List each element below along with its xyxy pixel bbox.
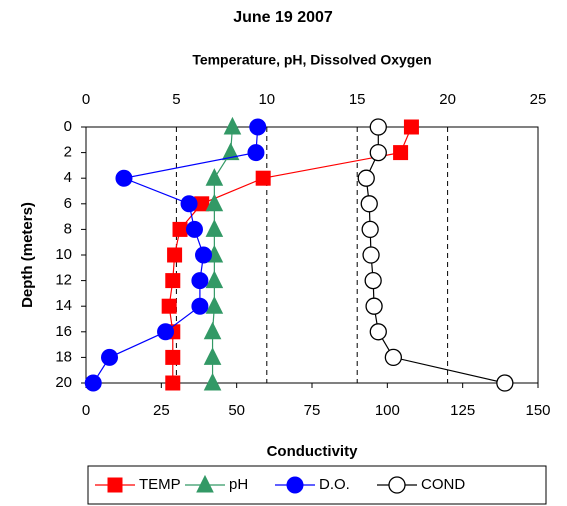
data-point xyxy=(369,118,387,136)
y-tick-label: 16 xyxy=(55,323,72,340)
x-tick-label: 10 xyxy=(258,91,275,108)
data-point xyxy=(255,170,271,186)
x2-axis-title: Conductivity xyxy=(267,443,358,460)
data-point xyxy=(195,246,213,264)
chart-title: June 19 2007 xyxy=(233,9,333,26)
data-point xyxy=(172,221,188,237)
data-point xyxy=(357,169,375,187)
y-tick-label: 6 xyxy=(64,195,72,212)
data-point xyxy=(203,372,222,391)
data-point xyxy=(165,349,181,365)
data-point xyxy=(167,247,183,263)
legend-label: TEMP xyxy=(139,476,181,493)
y-tick-label: 8 xyxy=(64,220,72,237)
data-point xyxy=(165,375,181,391)
y-tick-label: 10 xyxy=(55,246,72,263)
legend-label: D.O. xyxy=(319,476,350,493)
legend-marker xyxy=(196,474,214,493)
y-axis-title: Depth (meters) xyxy=(19,202,36,308)
data-point xyxy=(205,296,224,314)
x2-tick-label: 75 xyxy=(304,402,321,419)
x-axis-title: Temperature, pH, Dissolved Oxygen xyxy=(192,52,431,68)
y-tick-label: 2 xyxy=(64,144,72,161)
data-point xyxy=(221,142,240,161)
data-point xyxy=(249,118,267,136)
plot-frame xyxy=(85,126,539,384)
x2-tick-label: 125 xyxy=(450,402,475,419)
x2-tick-label: 0 xyxy=(82,402,90,419)
data-point xyxy=(364,271,382,290)
x-tick-label: 5 xyxy=(172,91,180,108)
x2-tick-label: 50 xyxy=(228,402,245,419)
data-point xyxy=(393,145,409,161)
data-point xyxy=(101,348,119,366)
y-tick-label: 4 xyxy=(64,169,72,186)
data-point xyxy=(365,297,383,315)
data-point xyxy=(205,168,224,186)
data-point xyxy=(360,195,378,213)
data-point xyxy=(191,297,209,315)
legend-marker xyxy=(107,477,123,493)
x2-tick-label: 25 xyxy=(153,402,170,419)
legend-marker xyxy=(286,476,304,494)
data-point xyxy=(223,116,242,135)
legend-marker xyxy=(388,476,406,494)
data-point xyxy=(362,246,380,264)
data-point xyxy=(157,323,175,341)
data-point xyxy=(185,220,203,238)
x-tick-label: 15 xyxy=(349,91,366,108)
x-tick-label: 20 xyxy=(439,91,456,108)
legend-label: COND xyxy=(421,476,465,493)
series-line xyxy=(365,127,505,384)
data-point xyxy=(384,348,403,367)
x2-tick-label: 150 xyxy=(525,402,550,419)
data-point xyxy=(180,195,198,213)
data-point xyxy=(247,144,265,162)
data-point xyxy=(84,374,102,392)
data-point xyxy=(361,220,379,239)
data-point xyxy=(496,374,514,392)
data-point xyxy=(369,143,387,162)
data-point xyxy=(205,270,224,289)
data-point xyxy=(203,347,222,365)
data-point xyxy=(203,321,222,340)
x-tick-label: 0 xyxy=(82,91,90,108)
data-point xyxy=(165,273,181,289)
data-point xyxy=(205,219,224,237)
x-tick-label: 25 xyxy=(530,91,547,108)
data-point xyxy=(191,272,209,290)
data-point xyxy=(161,298,177,314)
y-tick-label: 14 xyxy=(55,297,72,314)
y-tick-label: 12 xyxy=(55,272,72,289)
data-point xyxy=(205,193,224,212)
y-tick-label: 0 xyxy=(64,118,72,135)
data-point xyxy=(115,169,133,187)
data-point xyxy=(369,323,387,341)
x2-tick-label: 100 xyxy=(375,402,400,419)
y-tick-label: 20 xyxy=(55,374,72,391)
legend-box xyxy=(87,465,547,505)
data-point xyxy=(403,119,419,135)
y-tick-label: 18 xyxy=(55,348,72,365)
legend-label: pH xyxy=(229,476,248,493)
